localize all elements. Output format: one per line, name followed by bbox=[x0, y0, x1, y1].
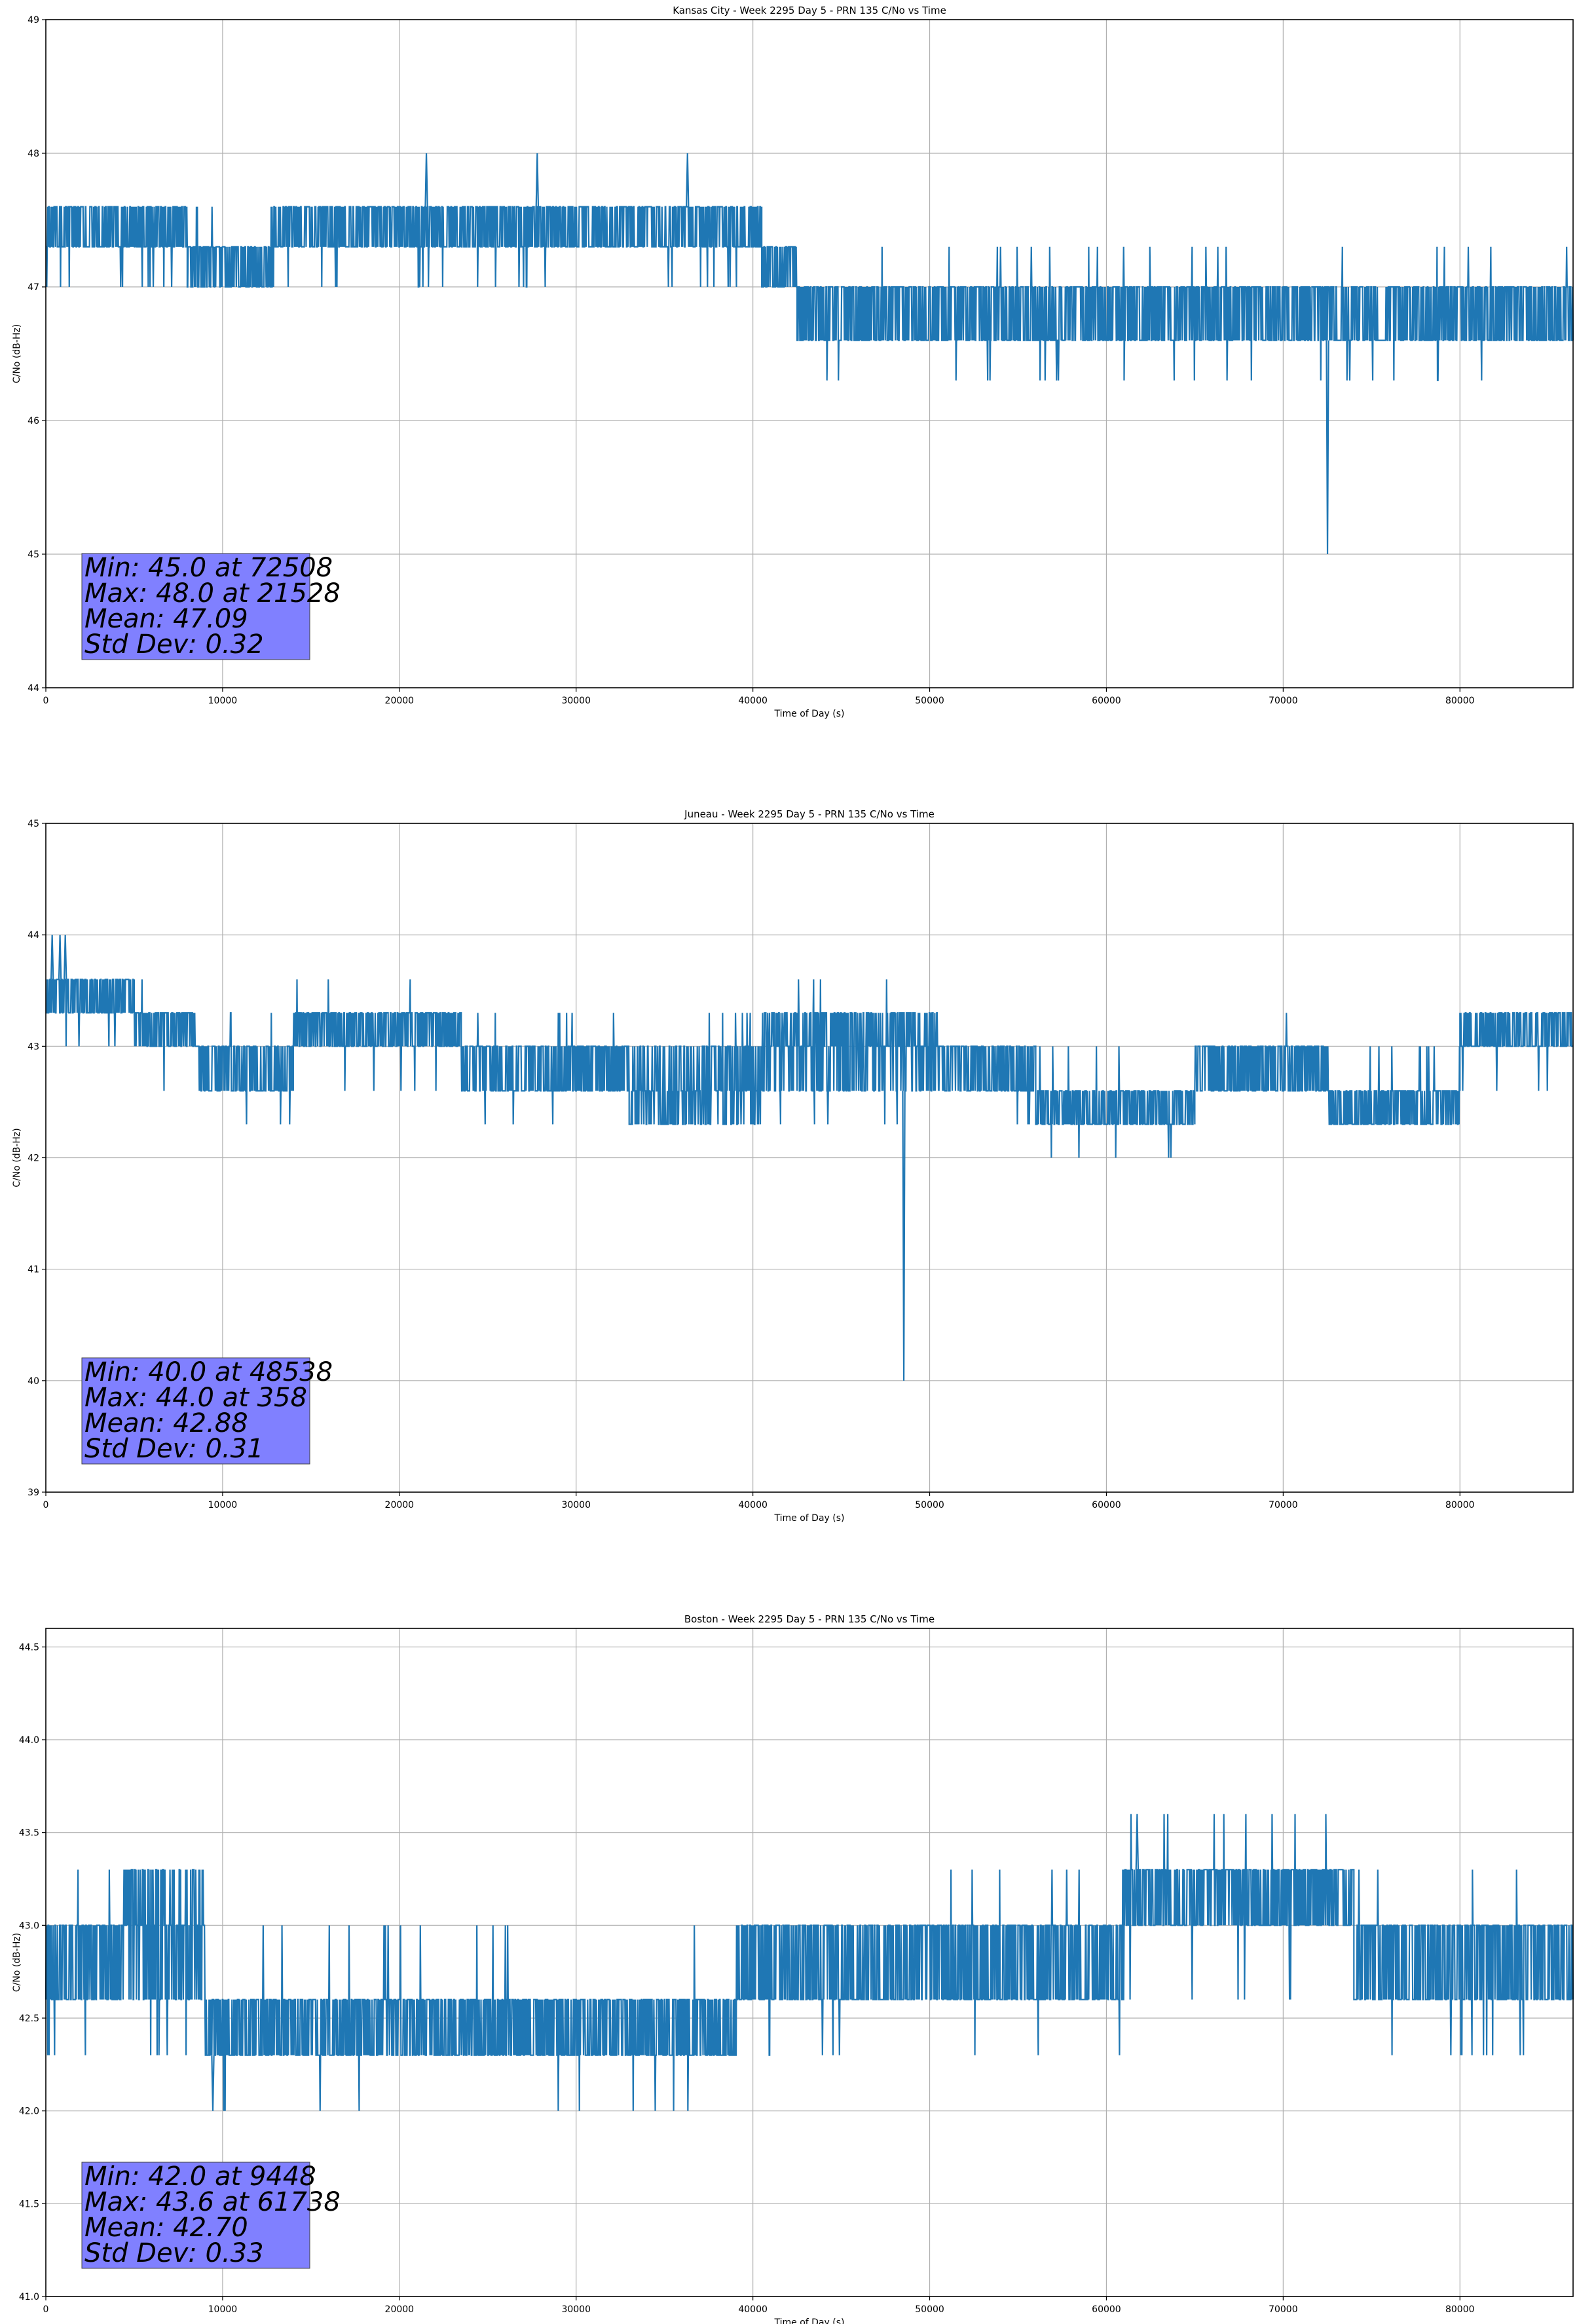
spike-point bbox=[211, 2055, 215, 2111]
x-tick-label: 50000 bbox=[915, 1500, 944, 1510]
gridlines bbox=[46, 20, 1573, 688]
x-tick-label: 50000 bbox=[915, 2304, 944, 2315]
y-tick-label: 43 bbox=[28, 1041, 39, 1052]
chart-panel-1: 0 10000 20000 30000 40000 50000 60000 70000 8000… bbox=[12, 5, 1574, 719]
stats-min: Min: 40.0 at 48538 bbox=[84, 1357, 333, 1387]
x-tick-label: 70000 bbox=[1269, 2304, 1298, 2315]
x-tick-label: 0 bbox=[43, 1500, 49, 1510]
x-tick-label: 20000 bbox=[385, 2304, 415, 2315]
y-tick-label: 41.5 bbox=[19, 2199, 39, 2209]
y-tick-label: 47 bbox=[28, 282, 39, 293]
stats-box bbox=[81, 2162, 310, 2269]
x-tick-label: 40000 bbox=[738, 1500, 768, 1510]
y-tick-label: 42.0 bbox=[19, 2107, 39, 2117]
chart-title: Juneau - Week 2295 Day 5 - PRN 135 C/No … bbox=[684, 808, 935, 820]
y-tick-label: 46 bbox=[28, 416, 39, 426]
x-tick-label: 30000 bbox=[561, 2304, 591, 2315]
x-tick-label: 70000 bbox=[1269, 696, 1298, 706]
spike-point bbox=[58, 935, 62, 980]
y-tick-label: 45 bbox=[28, 550, 39, 560]
y-tick-label: 44.5 bbox=[19, 1642, 39, 1653]
stats-max: Max: 43.6 at 61738 bbox=[84, 2187, 341, 2217]
y-tick-label: 41.0 bbox=[19, 2292, 39, 2302]
y-axis-label: C/No (dB-Hz) bbox=[12, 1933, 22, 1992]
chart-panel-2: 0 10000 20000 30000 40000 50000 60000 70000 8000… bbox=[12, 808, 1574, 1524]
y-tick-label: 44 bbox=[28, 683, 39, 694]
y-tick-label: 41 bbox=[28, 1265, 39, 1275]
x-tick-label: 80000 bbox=[1445, 2304, 1475, 2315]
x-tick-label: 10000 bbox=[208, 2304, 238, 2315]
stats-box bbox=[81, 553, 310, 660]
spike-point bbox=[50, 935, 54, 980]
y-tick-label: 43.5 bbox=[19, 1828, 39, 1839]
stats-max: Max: 48.0 at 21528 bbox=[84, 578, 341, 609]
stats-box bbox=[81, 1357, 310, 1465]
spike-point bbox=[63, 935, 67, 980]
x-tick-label: 0 bbox=[43, 2304, 49, 2315]
y-tick-label: 44 bbox=[28, 930, 39, 941]
x-tick-label: 30000 bbox=[561, 696, 591, 706]
plot-frame bbox=[45, 1628, 1574, 2297]
chart-panel-3: 0 10000 20000 30000 40000 50000 60000 70000 8000… bbox=[12, 1613, 1574, 2324]
stats-min: Min: 45.0 at 72508 bbox=[84, 553, 333, 583]
plot-frame bbox=[45, 19, 1574, 688]
y-tick-label: 43.0 bbox=[19, 1921, 39, 1931]
chart-title: Kansas City - Week 2295 Day 5 - PRN 135 … bbox=[673, 5, 946, 16]
stats-mean: Mean: 42.88 bbox=[84, 1408, 248, 1438]
spike-point bbox=[686, 153, 690, 207]
x-tick-label: 50000 bbox=[915, 696, 944, 706]
x-tick-label: 0 bbox=[43, 696, 49, 706]
x-tick-label: 80000 bbox=[1445, 1500, 1475, 1510]
x-tick-label: 10000 bbox=[208, 1500, 238, 1510]
series-line bbox=[45, 206, 1574, 381]
x-tick-label: 40000 bbox=[738, 2304, 768, 2315]
x-tick-label: 60000 bbox=[1092, 2304, 1121, 2315]
spike-point bbox=[1326, 340, 1329, 555]
spike-point bbox=[535, 153, 540, 207]
x-tick-label: 70000 bbox=[1269, 1500, 1298, 1510]
stats-min: Min: 42.0 at 9448 bbox=[84, 2162, 316, 2192]
y-tick-label: 42 bbox=[28, 1153, 39, 1164]
x-axis-label: Time of Day (s) bbox=[774, 709, 845, 719]
x-tick-label: 60000 bbox=[1092, 696, 1121, 706]
x-axis-label: Time of Day (s) bbox=[774, 2317, 845, 2324]
stats-std: Std Dev: 0.31 bbox=[84, 1434, 264, 1464]
y-tick-label: 40 bbox=[28, 1376, 39, 1387]
y-tick-label: 42.5 bbox=[19, 2014, 39, 2024]
stats-std: Std Dev: 0.32 bbox=[84, 629, 264, 660]
x-tick-label: 10000 bbox=[208, 696, 238, 706]
x-tick-label: 20000 bbox=[385, 696, 415, 706]
x-tick-label: 80000 bbox=[1445, 696, 1475, 706]
y-axis-label: C/No (dB-Hz) bbox=[12, 1128, 22, 1187]
stats-std: Std Dev: 0.33 bbox=[84, 2238, 264, 2268]
chart-title: Boston - Week 2295 Day 5 - PRN 135 C/No … bbox=[684, 1613, 935, 1625]
spike-point bbox=[1135, 1814, 1140, 1870]
y-tick-label: 49 bbox=[28, 15, 39, 26]
stats-mean: Mean: 42.70 bbox=[84, 2213, 248, 2243]
spike-point bbox=[902, 1091, 906, 1381]
stats-mean: Mean: 47.09 bbox=[84, 604, 248, 634]
spike-point bbox=[424, 153, 428, 207]
series-line bbox=[45, 1814, 1574, 2111]
stats-max: Max: 44.0 at 358 bbox=[84, 1383, 307, 1413]
x-axis-label: Time of Day (s) bbox=[774, 1513, 845, 1524]
y-tick-label: 48 bbox=[28, 149, 39, 159]
x-tick-label: 40000 bbox=[738, 696, 768, 706]
y-axis-label: C/No (dB-Hz) bbox=[12, 324, 22, 383]
y-tick-label: 39 bbox=[28, 1488, 39, 1498]
x-tick-label: 30000 bbox=[561, 1500, 591, 1510]
series-line bbox=[46, 979, 1573, 1158]
y-tick-label: 44.0 bbox=[19, 1735, 39, 1746]
x-tick-label: 20000 bbox=[385, 1500, 415, 1510]
y-tick-label: 45 bbox=[28, 819, 39, 829]
x-tick-label: 60000 bbox=[1092, 1500, 1121, 1510]
